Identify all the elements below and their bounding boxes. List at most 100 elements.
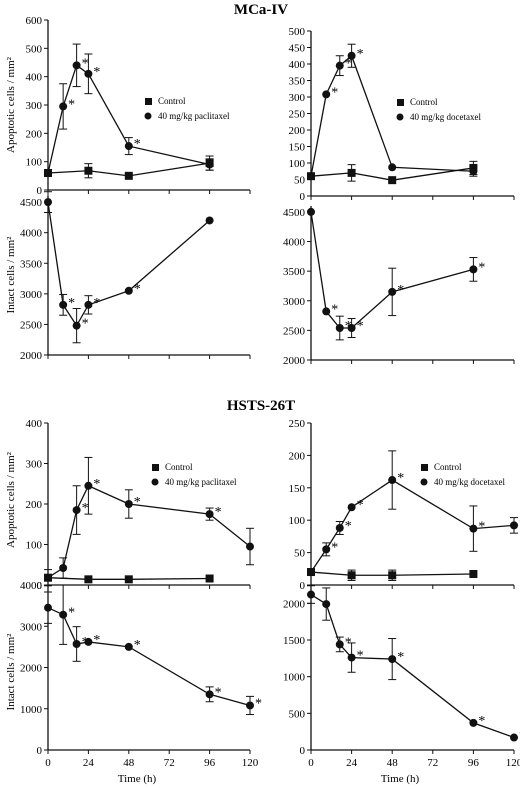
data-point-circle [469,524,478,533]
data-point-circle [44,573,52,582]
significance-star: * [357,319,364,334]
y-tick-label: 0 [300,580,306,592]
series-line [310,211,474,329]
significance-star: * [331,302,338,317]
data-point-circle [205,160,214,169]
significance-star: * [82,56,89,71]
significance-star: * [134,282,141,297]
data-point-circle [44,169,52,177]
y-tick-label: 300 [289,92,306,104]
significance-star: * [397,471,404,486]
data-point-circle [84,300,93,309]
series-data: ***** [307,585,520,744]
data-point-square [124,575,133,584]
significance-star: * [357,649,364,664]
y-tick-label: 100 [26,540,43,552]
y-tick-label: 400 [289,59,306,71]
data-point-circle [72,506,81,515]
x-axis-title-right: Time (h) [381,773,420,785]
series-40-mg-kg-docetaxel: * * * [307,43,478,181]
y-tick-label: 4000 [20,580,43,592]
data-point-circle [469,718,478,727]
data-point-circle [347,503,356,512]
significance-star: * [93,633,100,648]
y-tick-label: 4500 [20,197,43,209]
y-tick-label: 4000 [283,237,306,249]
legend-marker-square [152,464,159,471]
data-point-circle [84,69,93,78]
significance-star: * [134,137,141,152]
data-point-circle [469,167,478,176]
significance-star: * [478,714,485,729]
y-tick-label: 350 [289,76,306,88]
legend-marker-square [421,464,428,471]
data-point-circle [347,324,356,333]
y-tick-label: 1000 [283,672,306,684]
legend-entry: Control [158,96,186,106]
legend-entry: 40 mg/kg docetaxel [434,477,505,487]
data-point-square [388,176,397,185]
x-tick-label: 0 [308,757,314,769]
data-point-circle [347,653,356,662]
y-tick-label: 3000 [283,296,306,308]
y-tick-label: 100 [26,157,43,169]
y-tick-label: 0 [300,191,306,203]
significance-star: * [68,296,75,311]
y-tick-label: 200 [26,128,43,140]
significance-star: * [345,57,352,72]
legend: Control 40 mg/kg paclitaxel [144,96,230,121]
series-line [310,571,474,576]
y-tick-label: 3500 [283,266,306,278]
panel-2: 0 50 100 150 200 250 300 350 400 450 500 * * * Control… [289,26,515,203]
series-line [47,577,210,580]
y-tick-label: 100 [289,158,306,170]
series-line [47,202,211,327]
y-tick-label: 3000 [20,621,43,633]
data-point-circle [335,324,344,333]
data-point-circle [388,163,397,172]
significance-star: * [397,283,404,298]
y-tick-label: 0 [37,185,43,197]
series-line [310,54,474,177]
x-tick-label: 48 [123,757,135,769]
legend-entry: Control [434,462,462,472]
significance-star: * [255,696,262,711]
data-point-circle [335,523,344,532]
series-data: * * * * [44,191,214,344]
data-point-circle [72,639,81,648]
data-point-square [347,571,356,580]
series-40-mg-kg-docetaxel: ****** [307,450,520,577]
significance-star: * [93,65,100,80]
y-tick-label: 2000 [20,350,43,362]
significance-star: * [68,97,75,112]
y-tick-label: 150 [289,142,306,154]
y-tick-label: 100 [289,515,306,527]
y-tick-label: 2000 [283,598,306,610]
series-line [47,64,210,174]
legend-entry: 40 mg/kg paclitaxel [165,477,237,487]
data-point-circle [322,600,331,609]
y-tick-label: 0 [300,745,306,757]
y-tick-label: 3500 [20,258,43,270]
panel-3: 2000 2500 3000 3500 4000 4500 * * * * [20,191,251,362]
data-point-circle [246,701,254,710]
data-point-circle [307,568,315,577]
legend-marker-circle [396,113,404,121]
legend-marker-circle [420,478,428,486]
data-point-circle [59,102,68,111]
x-tick-label: 120 [242,757,259,769]
significance-star: * [93,477,100,492]
data-point-circle [124,286,133,295]
data-point-circle [322,307,331,316]
series-data: ***** [307,207,485,341]
legend-entry: 40 mg/kg paclitaxel [158,111,230,121]
data-point-circle [44,603,52,612]
y-tick-label: 1000 [20,704,43,716]
y-tick-label: 50 [294,175,306,187]
series-line [47,162,210,177]
significance-star: * [82,317,89,332]
x-tick-label: 120 [506,757,520,769]
